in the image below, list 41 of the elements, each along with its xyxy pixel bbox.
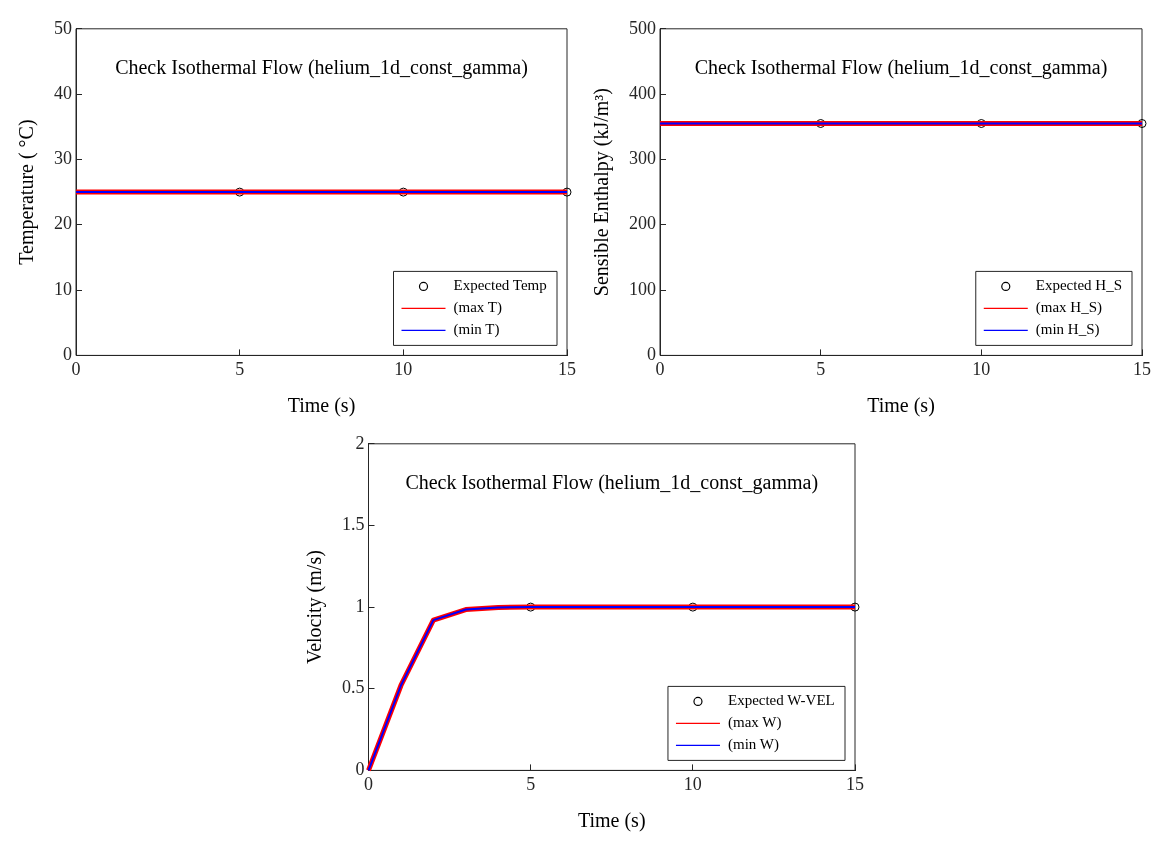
x-tick-label: 15: [1133, 358, 1151, 379]
x-tick-label: 10: [394, 358, 413, 379]
legend-label: (max H_S): [1035, 299, 1103, 317]
y-axis-title: Sensible Enthalpy (kJ/m³): [590, 88, 614, 297]
text: Check Isothermal Flow (helium_1d_const_gamma): [404, 471, 818, 495]
y-tick-label: 0: [647, 344, 656, 365]
x-tick-label: 15: [558, 358, 576, 379]
y-tick-label: 300: [629, 148, 656, 169]
legend-label: (min H_S): [1035, 321, 1100, 339]
y-tick-label: 10: [54, 278, 72, 299]
y-tick-label: 50: [54, 17, 72, 38]
legend-label: (max T): [453, 299, 502, 317]
x-tick-label: 5: [816, 358, 826, 379]
y-tick-label: 0.5: [341, 677, 364, 698]
x-tick-label: 15: [845, 773, 864, 794]
y-tick-label: 400: [629, 82, 656, 103]
x-axis-title: Time (s): [287, 394, 356, 418]
y-tick-label: 2: [355, 432, 364, 453]
y-tick-label: 200: [629, 213, 656, 234]
x-tick-label: 10: [972, 358, 991, 379]
x-tick-label: 5: [235, 358, 245, 379]
text: Check Isothermal Flow (helium_1d_const_gamma): [694, 56, 1108, 80]
x-axis-title: Time (s): [867, 394, 935, 418]
y-tick-label: 30: [54, 148, 72, 169]
x-axis-title: Time (s): [577, 809, 646, 833]
legend-label: Expected H_S: [1035, 277, 1123, 294]
x-tick-label: 5: [525, 773, 535, 794]
legend-label: Expected Temp: [453, 277, 547, 294]
y-tick-label: 100: [629, 278, 656, 299]
y-tick-label: 1.5: [341, 514, 364, 535]
y-tick-label: 500: [629, 17, 656, 38]
legend-label: (min T): [453, 321, 500, 339]
text: Check Isothermal Flow (helium_1d_const_gamma): [115, 56, 528, 80]
y-tick-label: 0: [63, 344, 72, 365]
y-tick-label: 0: [355, 759, 364, 780]
y-tick-label: 1: [355, 595, 364, 616]
y-tick-label: 40: [54, 82, 72, 103]
y-axis-title: Temperature ( °C): [15, 119, 39, 265]
x-tick-label: 10: [683, 773, 702, 794]
y-axis-title: Velocity (m/s): [302, 550, 326, 665]
y-tick-label: 20: [54, 213, 72, 234]
